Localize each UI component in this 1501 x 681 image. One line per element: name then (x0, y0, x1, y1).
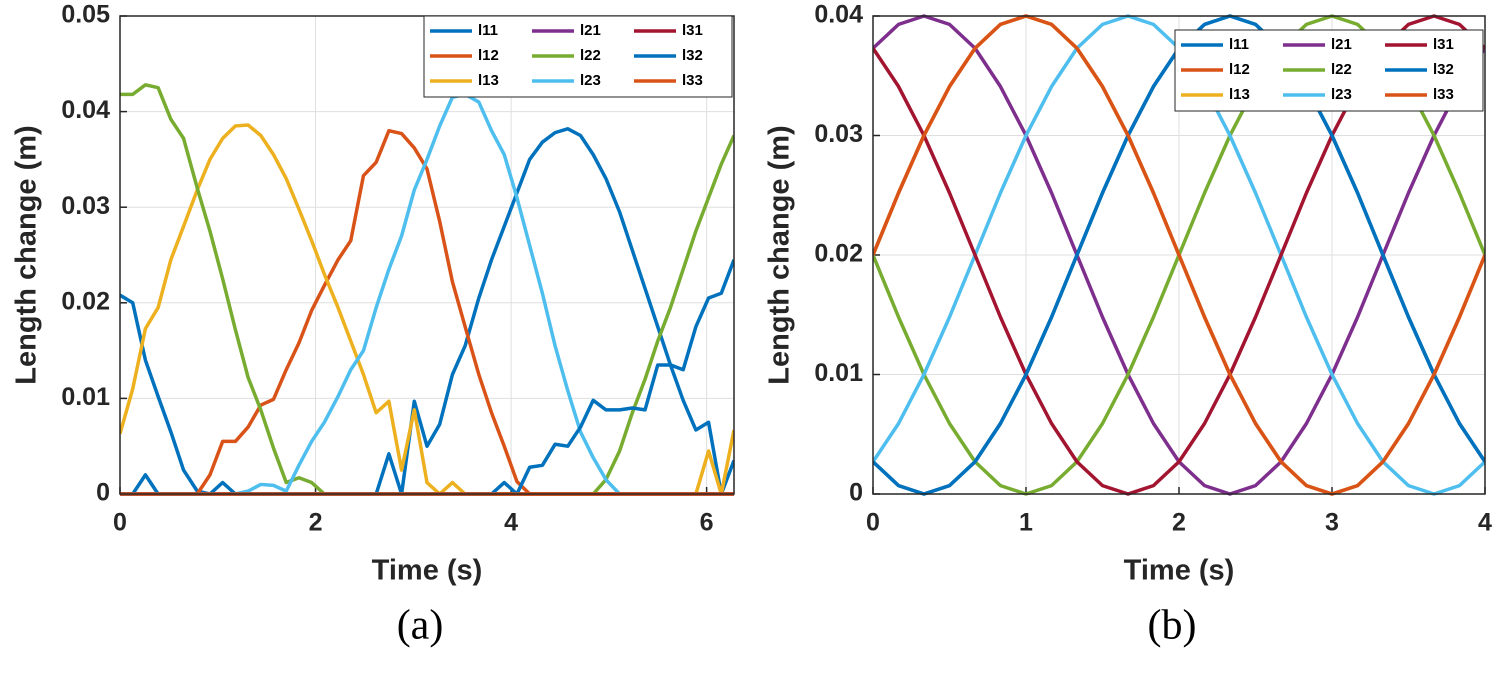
axes-box (872, 15, 1486, 495)
x-tick-label: 3 (1325, 509, 1339, 537)
legend-label: l22 (1331, 61, 1352, 78)
legend-label: l12 (478, 47, 499, 64)
x-axis-label: Time (s) (1124, 555, 1235, 587)
y-axis-label: Length change (m) (11, 125, 43, 384)
y-tick-label: 0.03 (61, 192, 110, 220)
legend-label: l22 (580, 47, 601, 64)
x-tick-label: 0 (113, 509, 127, 537)
axes: 0 1 2 3 4 0 0.01 0.02 0.03 0.04 Time (s) Length cha… (764, 1, 1492, 649)
x-tick-label: 2 (309, 509, 323, 537)
x-tick-label: 2 (1172, 509, 1186, 537)
legend-label: l21 (1331, 36, 1352, 53)
legend-label: l11 (1229, 36, 1249, 53)
y-tick-label: 0 (96, 479, 110, 507)
legend: l11 l12 l13 l21 l22 l23 l31 l32 l33 (423, 15, 733, 98)
legend-label: l31 (682, 22, 703, 39)
y-tick-label: 0.01 (61, 383, 110, 411)
legend-label: l21 (580, 22, 601, 39)
x-tick-label: 6 (700, 509, 714, 537)
legend-label: l32 (682, 47, 703, 64)
legend: l11 l12 l13 l21 l22 l23 l31 l32 l33 (1174, 29, 1484, 112)
legend-label: l31 (1433, 36, 1454, 53)
x-tick-label: 4 (1478, 509, 1492, 537)
legend-label: l33 (1433, 86, 1454, 103)
y-tick-label: 0.01 (814, 359, 863, 387)
series-line (873, 14, 1485, 496)
y-tick-label: 0.04 (61, 96, 110, 124)
caption: (b) (1148, 603, 1197, 649)
x-tick-label: 0 (866, 509, 880, 537)
axes: 0 2 4 6 0 0.01 0.02 0.03 0.04 0.05 Time (s) Length … (11, 1, 735, 649)
legend-box (1174, 29, 1484, 112)
legend-label: l32 (1433, 61, 1454, 78)
y-tick-label: 0.02 (61, 287, 110, 315)
legend-label: l13 (478, 72, 499, 89)
x-tick-label: 4 (504, 509, 518, 537)
legend-box (423, 15, 733, 98)
legend-label: l12 (1229, 61, 1250, 78)
legend-label: l13 (1229, 86, 1250, 103)
legend-label: l23 (1331, 86, 1352, 103)
y-tick-label: 0.04 (814, 1, 863, 29)
y-tick-label: 0.02 (814, 240, 863, 268)
legend-label: l33 (682, 72, 703, 89)
x-tick-label: 1 (1019, 509, 1033, 537)
x-axis-label: Time (s) (372, 555, 483, 587)
y-axis-label: Length change (m) (764, 125, 796, 384)
caption: (a) (397, 603, 444, 649)
legend-label: l11 (478, 22, 498, 39)
y-tick-label: 0.05 (61, 1, 110, 29)
legend-label: l23 (580, 72, 601, 89)
y-tick-label: 0.03 (814, 120, 863, 148)
y-tick-label: 0 (849, 479, 863, 507)
